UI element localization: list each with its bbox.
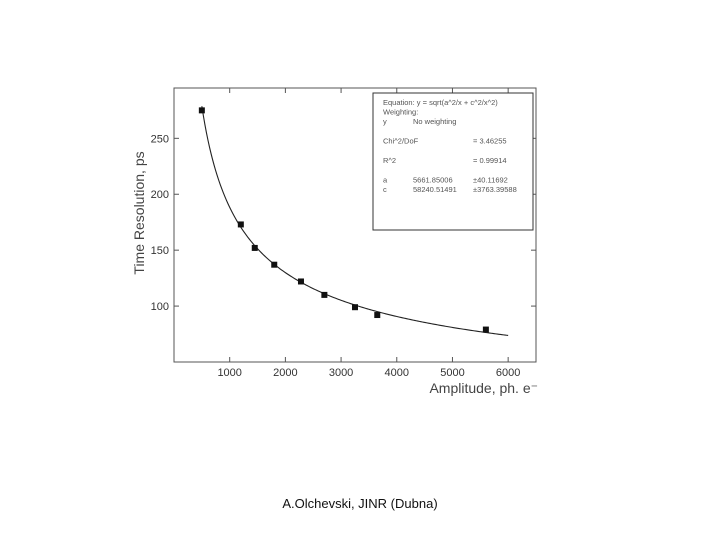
fit-info-value: 5661.85006: [413, 176, 453, 185]
x-axis-title: Amplitude, ph. e⁻: [429, 380, 538, 396]
data-point: [482, 326, 489, 333]
y-tick-label: 150: [151, 245, 169, 257]
fit-info-value: No weighting: [413, 117, 456, 126]
data-point: [237, 221, 244, 228]
y-tick-label: 250: [151, 133, 169, 145]
y-tick-label: 200: [151, 189, 169, 201]
data-point: [297, 278, 304, 285]
fit-info-line: Equation: y = sqrt(a^2/x + c^2/x^2): [383, 98, 498, 107]
fit-info-stat: ±3763.39588: [473, 185, 517, 194]
fit-info-line: Weighting:: [383, 108, 418, 117]
x-tick-label: 5000: [440, 367, 464, 379]
x-tick-label: 1000: [217, 367, 241, 379]
data-point: [321, 291, 328, 298]
fit-info-line: y: [383, 117, 387, 126]
fit-info-stat: = 0.99914: [473, 156, 507, 165]
fit-info-line: R^2: [383, 156, 396, 165]
x-tick-label: 2000: [273, 367, 297, 379]
footer-credit: A.Olchevski, JINR (Dubna): [282, 496, 438, 511]
fit-info-value: 58240.51491: [413, 185, 457, 194]
x-tick-label: 6000: [496, 367, 520, 379]
data-point: [251, 244, 258, 251]
data-point: [198, 107, 205, 114]
data-point: [352, 304, 358, 311]
fit-info-stat: ±40.11692: [473, 176, 508, 185]
plot-frame: [173, 87, 537, 363]
fit-info-line: Chi^2/DoF: [383, 137, 419, 146]
fit-info-stat: = 3.46255: [473, 137, 507, 146]
data-point: [374, 312, 381, 319]
x-tick-label: 3000: [329, 367, 353, 379]
fit-info-line: a: [383, 176, 388, 185]
y-axis-title: Time Resolution, ps: [131, 151, 147, 274]
fit-info-box: [372, 92, 534, 231]
x-tick-label: 4000: [385, 367, 409, 379]
y-tick-label: 100: [151, 301, 169, 313]
fit-info-line: c: [383, 185, 387, 194]
plot-area: 1000 2000 3000 4000 5000 6000 100 150 200 250 Ampl…: [131, 87, 538, 396]
data-point: [271, 261, 278, 268]
